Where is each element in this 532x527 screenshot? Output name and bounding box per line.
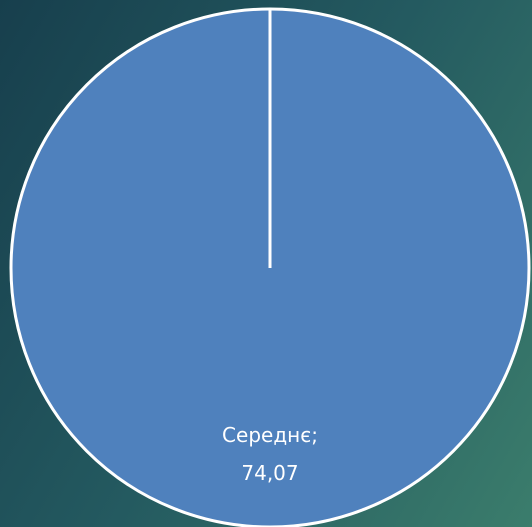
data-label-name: Середнє;: [222, 423, 318, 448]
data-label: Середнє; 74,07: [222, 416, 318, 492]
data-label-value: 74,07: [241, 461, 299, 486]
